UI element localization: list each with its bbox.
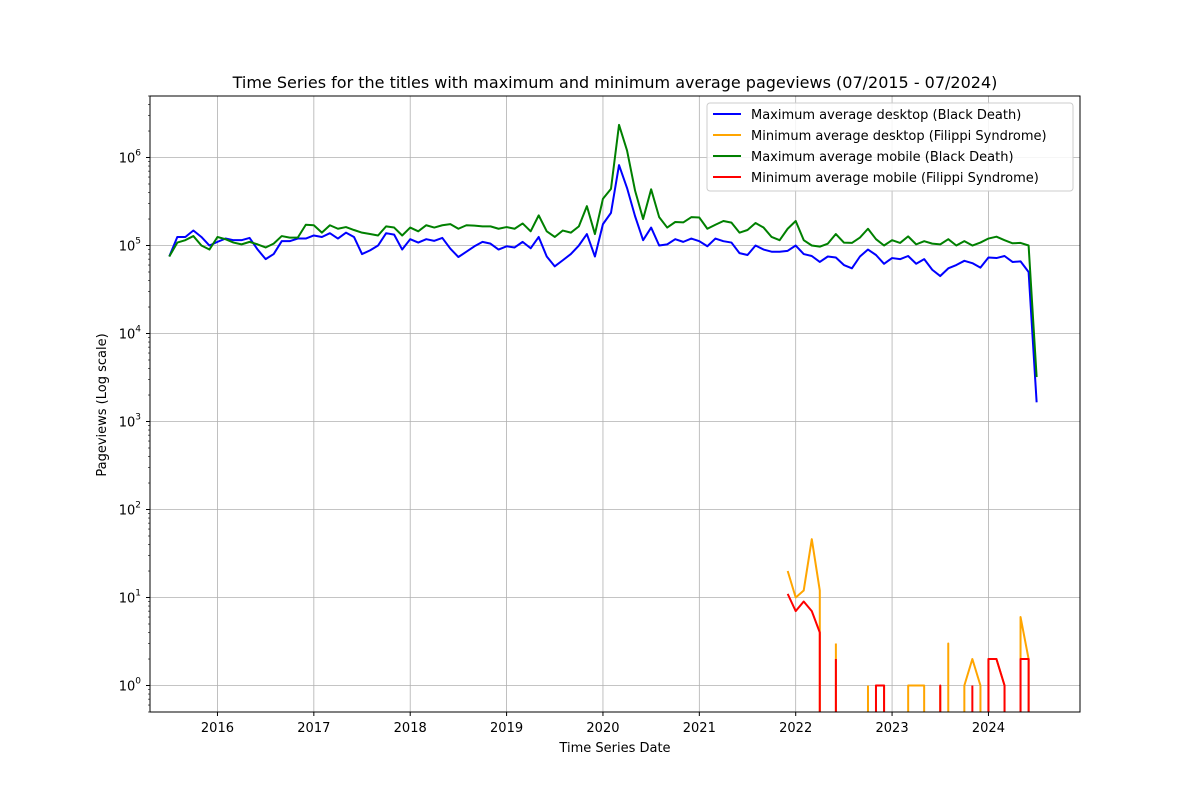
series-line-4	[987, 658, 1006, 712]
legend-label: Maximum average desktop (Black Death)	[751, 108, 1021, 123]
y-tick-label: 104	[119, 325, 142, 343]
x-axis-label: Time Series Date	[558, 741, 670, 756]
y-tick-label: 106	[119, 149, 142, 167]
series-line-2	[786, 538, 821, 712]
x-tick-label: 2019	[490, 721, 523, 736]
x-tick-label: 2022	[779, 721, 812, 736]
plot-area	[168, 123, 1038, 712]
legend-label: Minimum average mobile (Filippi Syndrome…	[751, 171, 1039, 186]
y-axis-label: Pageviews (Log scale)	[95, 333, 110, 476]
legend: Maximum average desktop (Black Death) Min…	[706, 102, 1074, 192]
axes: 2016 2017 2018 2019 2020 2021 2022 2023 2024 100 1…	[119, 95, 1081, 736]
x-tick-label: 2017	[297, 721, 330, 736]
x-tick-label: 2024	[972, 721, 1005, 736]
y-tick-label: 100	[119, 677, 142, 695]
x-tick-label: 2021	[683, 721, 716, 736]
x-tick-label: 2016	[201, 721, 234, 736]
legend-box	[706, 102, 1074, 192]
series-line-3	[168, 123, 1038, 378]
series-line-2	[907, 684, 926, 712]
axes-frame	[149, 95, 1081, 713]
x-tick-label: 2018	[394, 721, 427, 736]
x-tick-label: 2023	[876, 721, 909, 736]
chart-title: Time Series for the titles with maximum …	[232, 73, 998, 92]
series-line-4	[874, 684, 886, 712]
legend-label: Minimum average desktop (Filippi Syndrom…	[751, 129, 1047, 144]
legend-label: Maximum average mobile (Black Death)	[751, 150, 1014, 165]
series-line-1	[168, 164, 1038, 403]
y-tick-label: 101	[119, 589, 141, 607]
y-tick-label: 103	[119, 413, 141, 431]
series-line-4	[786, 593, 821, 712]
series-line-2	[963, 658, 982, 712]
y-tick-label: 105	[119, 237, 141, 255]
x-tick-label: 2020	[586, 721, 619, 736]
series-line-4	[1019, 658, 1030, 712]
y-tick-label: 102	[119, 501, 141, 519]
